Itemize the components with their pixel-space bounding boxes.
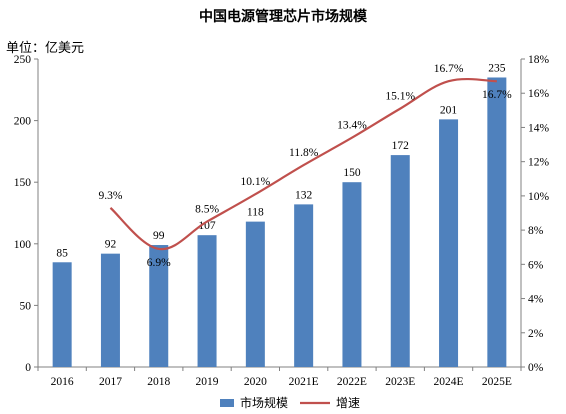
bar-data-label: 85 <box>56 247 68 259</box>
line-data-label: 16.7% <box>434 63 464 75</box>
unit-label: 单位：亿美元 <box>6 40 85 55</box>
bar-data-label: 150 <box>343 167 361 179</box>
bar <box>294 204 314 367</box>
y2-tick-label: 8% <box>528 225 544 237</box>
bar-data-label: 235 <box>488 62 506 74</box>
y2-tick-label: 18% <box>528 54 550 66</box>
bar-data-label: 99 <box>153 230 165 242</box>
y-tick-label: 0 <box>25 362 31 374</box>
growth-line <box>109 77 497 251</box>
line-data-label: 11.8% <box>289 147 319 159</box>
y-tick-label: 200 <box>14 116 32 128</box>
bar <box>100 253 120 367</box>
line-data-label: 10.1% <box>240 176 270 188</box>
y2-tick-label: 14% <box>528 122 550 134</box>
bar <box>197 235 217 367</box>
bar <box>390 155 410 367</box>
y-tick-label: 50 <box>20 300 32 312</box>
y2-tick-label: 10% <box>528 191 550 203</box>
line-data-label: 8.5% <box>195 204 219 216</box>
line-data-label: 15.1% <box>385 91 415 103</box>
x-tick-label: 2025E <box>482 376 512 388</box>
y2-tick-label: 0% <box>528 362 544 374</box>
x-tick-label: 2018 <box>147 376 170 388</box>
line-data-label: 16.7% <box>482 89 512 101</box>
x-tick-label: 2021E <box>289 376 319 388</box>
y-tick-label: 100 <box>14 239 32 251</box>
bar <box>342 182 362 367</box>
bar-data-label: 92 <box>105 239 117 251</box>
y2-tick-label: 4% <box>528 294 544 306</box>
bar <box>439 119 459 367</box>
x-tick-label: 2017 <box>99 376 122 388</box>
legend-label-bar: 市场规模 <box>240 395 288 410</box>
bar-data-label: 172 <box>392 140 410 152</box>
y2-tick-label: 12% <box>528 157 550 169</box>
x-tick-label: 2019 <box>196 376 219 388</box>
y-tick-label: 150 <box>14 177 32 189</box>
x-tick-label: 2023E <box>385 376 415 388</box>
bar-data-label: 201 <box>440 104 458 116</box>
line-data-label: 13.4% <box>337 120 367 132</box>
line-data-label: 6.9% <box>147 257 171 269</box>
bar <box>52 262 72 367</box>
line-data-label: 9.3% <box>98 190 122 202</box>
y-tick-label: 250 <box>14 54 32 66</box>
y2-tick-label: 2% <box>528 328 544 340</box>
chart-title: 中国电源管理芯片市场规模 <box>199 10 367 25</box>
bar <box>487 77 507 367</box>
legend-swatch-bar <box>220 399 234 407</box>
x-tick-label: 2020 <box>244 376 267 388</box>
y2-tick-label: 6% <box>528 259 544 271</box>
y2-tick-label: 16% <box>528 88 550 100</box>
x-tick-label: 2024E <box>434 376 464 388</box>
bar <box>149 245 169 367</box>
bar-data-label: 132 <box>295 189 313 201</box>
bar-data-label: 118 <box>247 207 264 219</box>
x-tick-label: 2016 <box>51 376 74 388</box>
legend-label-line: 增速 <box>336 396 360 410</box>
bar <box>245 221 265 367</box>
x-tick-label: 2022E <box>337 376 367 388</box>
